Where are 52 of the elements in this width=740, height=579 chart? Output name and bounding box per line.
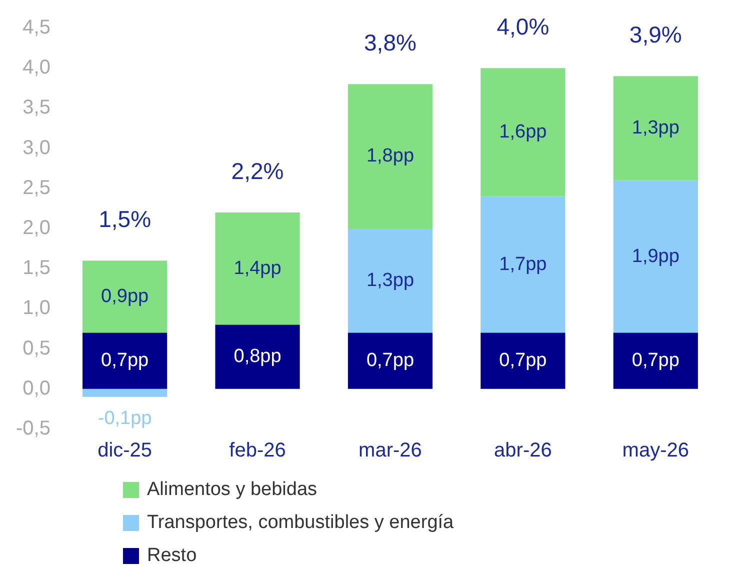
data-label: 1,6pp: [499, 121, 547, 142]
y-tick-label: 2,5: [22, 176, 50, 199]
bar: [82, 260, 168, 333]
y-tick-label: 2,0: [22, 217, 50, 240]
y-tick-label: 3,5: [22, 96, 50, 119]
total-label: 4,0%: [496, 13, 550, 40]
legend-label: Resto: [147, 544, 197, 566]
data-label: 1,3pp: [366, 270, 414, 291]
data-label: 0,7pp: [632, 350, 680, 372]
data-label: 0,8pp: [234, 346, 282, 368]
x-tick-label: mar-26: [358, 440, 422, 462]
x-tick-label: dic-25: [98, 440, 152, 462]
y-tick-label: 0,0: [22, 377, 50, 400]
bar: [82, 388, 168, 397]
bar: [348, 228, 433, 333]
bar: [348, 84, 433, 228]
data-label: 1,9pp: [632, 246, 680, 267]
data-label: 0,7pp: [101, 350, 149, 372]
y-tick-label: 0,5: [22, 337, 50, 360]
data-label: -0,1pp: [98, 408, 152, 430]
data-label: 0,7pp: [499, 350, 547, 372]
y-tick-label: 1,5: [22, 257, 50, 280]
y-tick-label: 3,0: [22, 136, 50, 159]
y-tick-label: 1,0: [22, 297, 50, 320]
y-tick-label: -0,5: [16, 418, 50, 440]
data-label: 1,3pp: [632, 117, 680, 138]
bar: [613, 76, 698, 180]
data-label: 0,9pp: [101, 286, 149, 307]
total-label: 2,2%: [231, 158, 284, 184]
bar: [215, 212, 300, 325]
data-label: 1,7pp: [499, 254, 547, 275]
x-tick-label: abr-26: [494, 440, 552, 462]
bar: [480, 196, 566, 333]
data-label: 1,8pp: [366, 146, 414, 167]
bar: [215, 324, 300, 389]
bar: [348, 332, 433, 389]
bar: [480, 332, 566, 389]
total-label: 3,8%: [364, 29, 416, 56]
data-label: 0,7pp: [366, 350, 414, 372]
y-tick-label: 4,0: [22, 56, 50, 79]
bar: [613, 180, 698, 333]
x-tick-label: feb-26: [229, 440, 286, 462]
legend-label: Transportes, combustibles y energía: [147, 512, 454, 534]
bar: [82, 332, 168, 389]
data-label: 1,4pp: [234, 258, 282, 279]
bar: [480, 68, 566, 196]
bar: [613, 332, 698, 389]
y-tick-label: 4,5: [22, 16, 50, 39]
x-tick-label: may-26: [622, 440, 689, 462]
total-label: 1,5%: [98, 206, 152, 232]
total-label: 3,9%: [629, 21, 682, 48]
legend-label: Alimentos y bebidas: [147, 478, 318, 500]
